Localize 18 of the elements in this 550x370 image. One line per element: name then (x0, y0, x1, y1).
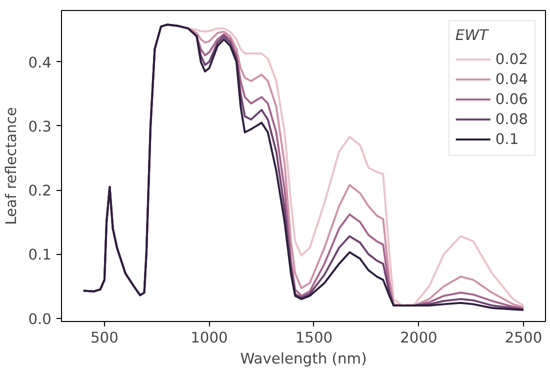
y-tick-label: 0.4 (28, 54, 52, 72)
x-tick-label: 1000 (190, 330, 228, 346)
y-tick-label: 0.0 (28, 310, 52, 328)
y-axis-title: Leaf reflectance (3, 107, 20, 225)
x-axis-title: Wavelength (nm) (240, 350, 367, 368)
legend-title: EWT (455, 27, 490, 44)
legend-label: 0.06 (495, 90, 528, 108)
y-tick-label: 0.2 (28, 182, 52, 200)
legend-label: 0.04 (495, 70, 528, 88)
y-tick-label: 0.3 (28, 118, 52, 136)
legend-label: 0.1 (495, 130, 519, 148)
y-tick-label: 0.1 (28, 246, 52, 264)
x-tick-label: 500 (90, 330, 118, 346)
x-tick-label: 2000 (400, 330, 438, 346)
x-tick-label: 2500 (504, 330, 542, 346)
legend-label: 0.02 (495, 50, 528, 68)
x-tick-label: 1500 (295, 330, 333, 346)
legend-label: 0.08 (495, 110, 528, 128)
